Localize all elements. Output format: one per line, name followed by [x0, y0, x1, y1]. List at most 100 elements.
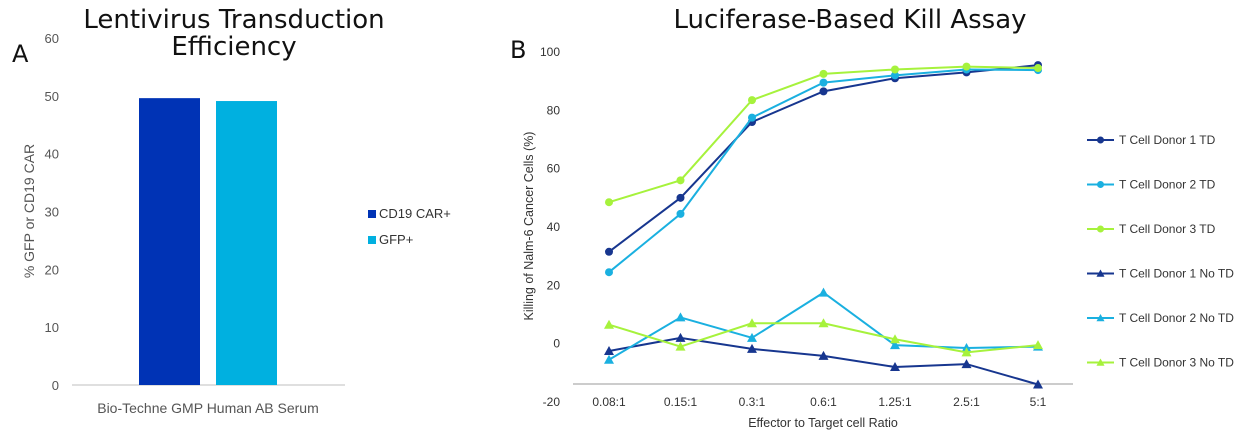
data-point-t-cell-donor-3-no-td	[747, 318, 757, 328]
data-point-t-cell-donor-1-no-td	[747, 343, 757, 353]
panel-b-letter: B	[510, 36, 526, 64]
panel-a-letter: A	[12, 40, 29, 68]
data-point-t-cell-donor-3-no-td	[818, 318, 829, 328]
chart-b-x-tick-label: 0.08:1	[592, 395, 626, 409]
series-t-cell-donor-3-no-td	[604, 318, 1043, 357]
legend-label-t-cell-donor-3-no-td: T Cell Donor 3 No TD	[1119, 356, 1234, 370]
data-point-t-cell-donor-3-no-td	[961, 347, 972, 357]
data-point-t-cell-donor-1-no-td	[818, 350, 829, 360]
chart-b-y-tick-label: 20	[547, 278, 561, 292]
chart-b-y-tick-label: 0	[553, 337, 560, 351]
chart-b-x-tick-label: 0.15:1	[664, 395, 698, 409]
legend-label-t-cell-donor-1-td: T Cell Donor 1 TD	[1119, 133, 1216, 147]
series-t-cell-donor-2-td	[605, 65, 1042, 277]
data-point-t-cell-donor-3-no-td	[675, 341, 686, 351]
data-point-t-cell-donor-2-td	[819, 78, 828, 87]
legend-entry-t-cell-donor-1-no-td: T Cell Donor 1 No TD	[1087, 267, 1234, 281]
legend-marker-t-cell-donor-3-td	[1097, 225, 1104, 233]
chart-b-y-tick-label: 100	[540, 45, 560, 59]
legend-label-t-cell-donor-2-no-td: T Cell Donor 2 No TD	[1119, 311, 1234, 325]
series-line-t-cell-donor-2-td	[608, 68, 1039, 273]
legend-label-t-cell-donor-1-no-td: T Cell Donor 1 No TD	[1119, 267, 1234, 281]
data-point-t-cell-donor-2-no-td	[675, 312, 686, 322]
legend-marker-t-cell-donor-1-no-td	[1096, 269, 1105, 277]
legend-marker-t-cell-donor-2-td	[1097, 181, 1104, 188]
legend-marker-t-cell-donor-3-no-td	[1096, 358, 1105, 366]
legend-label-t-cell-donor-2-td: T Cell Donor 2 TD	[1119, 178, 1216, 192]
chart-a-category-label: Bio-Techne GMP Human AB Serum	[97, 400, 319, 416]
series-t-cell-donor-3-td	[605, 62, 1042, 207]
chart-b-y-tick-label: 40	[547, 220, 561, 234]
chart-b-x-tick-label: 5:1	[1030, 395, 1047, 409]
legend-swatch-cd19-car	[368, 210, 376, 218]
chart-b-y-tick-label: -20	[543, 395, 561, 409]
chart-a-y-tick-label: 60	[45, 31, 59, 46]
data-point-t-cell-donor-1-no-td	[961, 359, 972, 369]
chart-a-y-tick-label: 20	[45, 262, 59, 277]
chart-a-bars	[139, 98, 277, 385]
chart-b-x-ticks: 0.08:1 0.15:1 0.3:1 0.6:1 1.25:1 2.5:1 5:1	[592, 395, 1046, 409]
data-point-t-cell-donor-3-td	[676, 176, 685, 185]
data-point-t-cell-donor-1-td	[819, 87, 828, 96]
data-point-t-cell-donor-1-td	[605, 247, 613, 256]
legend-entry-t-cell-donor-2-no-td: T Cell Donor 2 No TD	[1087, 311, 1234, 325]
legend-label-gfp: GFP+	[379, 232, 413, 247]
legend-marker-t-cell-donor-1-td	[1097, 136, 1104, 144]
chart-b-x-tick-label: 1.25:1	[878, 395, 912, 409]
data-point-t-cell-donor-3-td	[1034, 64, 1042, 73]
chart-a-y-tick-label: 0	[52, 378, 59, 393]
data-point-t-cell-donor-3-no-td	[1033, 340, 1043, 350]
legend-entry-t-cell-donor-3-no-td: T Cell Donor 3 No TD	[1087, 356, 1234, 370]
data-point-t-cell-donor-2-td	[891, 71, 899, 80]
data-point-t-cell-donor-3-td	[605, 198, 613, 207]
legend-entry-t-cell-donor-1-td: T Cell Donor 1 TD	[1087, 133, 1216, 147]
legend-label-t-cell-donor-3-td: T Cell Donor 3 TD	[1119, 222, 1216, 236]
legend-swatch-gfp	[368, 236, 376, 244]
chart-b-x-tick-label: 0.6:1	[810, 395, 837, 409]
chart-b-y-tick-label: 80	[547, 103, 561, 117]
series-line-t-cell-donor-3-td	[608, 65, 1039, 204]
data-point-t-cell-donor-3-td	[891, 65, 899, 74]
chart-b-y-ticks: -20 0 20 40 60 80 100	[540, 45, 560, 409]
chart-a-y-tick-label: 10	[45, 320, 59, 335]
chart-b-x-axis-label: Effector to Target cell Ratio	[748, 416, 898, 430]
data-point-t-cell-donor-3-td	[962, 62, 971, 71]
chart-b-y-tick-label: 60	[547, 162, 561, 176]
chart-a-y-tick-label: 50	[45, 89, 59, 104]
data-point-t-cell-donor-2-no-td	[818, 287, 829, 297]
data-point-t-cell-donor-1-no-td	[890, 362, 900, 371]
data-point-t-cell-donor-1-no-td	[604, 345, 614, 355]
data-point-t-cell-donor-2-td	[676, 209, 685, 218]
chart-b-y-axis-label: Killing of Nalm-6 Cancer Cells (%)	[522, 132, 536, 321]
data-point-t-cell-donor-1-no-td	[675, 332, 686, 342]
data-point-t-cell-donor-2-no-td	[747, 332, 757, 342]
series-t-cell-donor-1-td	[605, 61, 1042, 256]
data-point-t-cell-donor-2-td	[748, 113, 756, 122]
data-point-t-cell-donor-3-no-td	[604, 319, 614, 329]
chart-a-y-tick-label: 40	[45, 147, 59, 162]
chart-a-y-tick-label: 30	[45, 205, 59, 220]
data-point-t-cell-donor-1-td	[676, 193, 685, 202]
panel-a-bar-chart: A Lentivirus Transduction Efficiency % G…	[12, 5, 451, 416]
chart-b-series	[604, 61, 1043, 389]
bar-cd19-car	[139, 98, 200, 385]
chart-a-y-axis-label: % GFP or CD19 CAR	[21, 144, 37, 278]
series-t-cell-donor-1-no-td	[604, 332, 1043, 389]
data-point-t-cell-donor-1-no-td	[1033, 379, 1043, 389]
chart-b-title: Luciferase-Based Kill Assay	[673, 5, 1026, 35]
chart-a-title-line2: Efficiency	[171, 32, 296, 62]
chart-a-legend: CD19 CAR+ GFP+	[368, 206, 451, 247]
chart-a-y-ticks: 0 10 20 30 40 50 60	[45, 31, 59, 393]
chart-b-x-tick-label: 2.5:1	[953, 395, 980, 409]
data-point-t-cell-donor-2-no-td	[604, 354, 614, 364]
data-point-t-cell-donor-3-td	[748, 96, 756, 105]
chart-a-title-line1: Lentivirus Transduction	[83, 5, 384, 35]
bar-gfp	[216, 101, 277, 385]
data-point-t-cell-donor-2-no-td	[890, 340, 900, 350]
panel-b-line-chart: B Luciferase-Based Kill Assay Killing of…	[510, 5, 1234, 430]
data-point-t-cell-donor-3-td	[819, 69, 828, 78]
data-point-t-cell-donor-2-td	[605, 268, 613, 277]
data-point-t-cell-donor-3-no-td	[890, 334, 900, 344]
legend-entry-t-cell-donor-3-td: T Cell Donor 3 TD	[1087, 222, 1216, 236]
